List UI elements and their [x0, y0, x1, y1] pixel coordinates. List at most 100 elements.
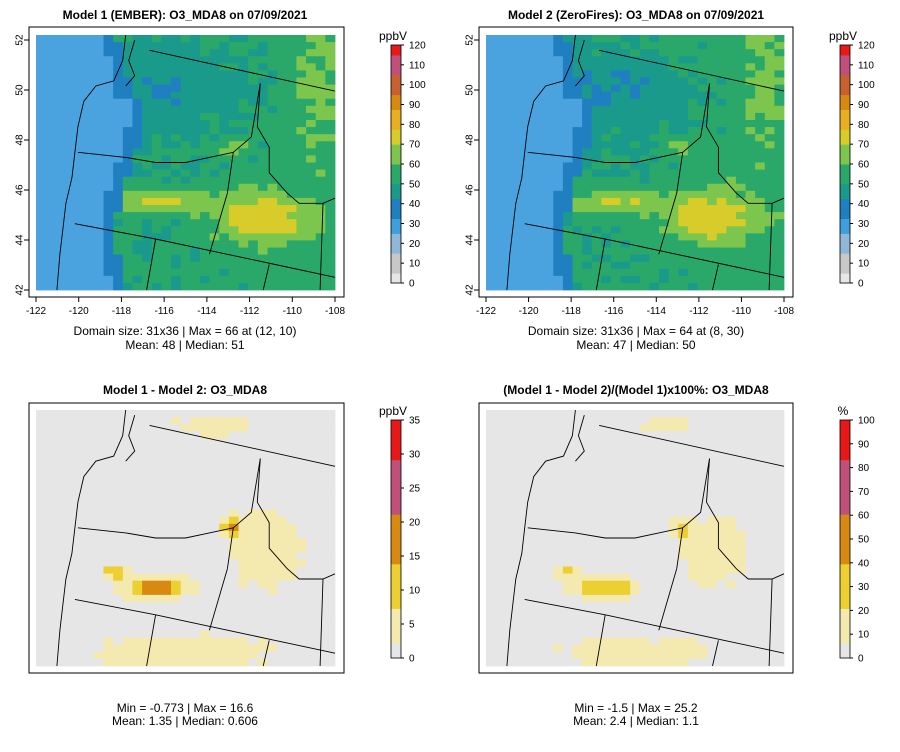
heatmap-cell — [267, 91, 278, 100]
heatmap-cell — [151, 233, 162, 241]
heatmap-cell — [716, 609, 727, 617]
heatmap-cell — [764, 545, 775, 553]
heatmap-cell — [84, 134, 95, 142]
heatmap-cell — [238, 84, 249, 93]
heatmap-cell — [219, 587, 230, 596]
heatmap-cell — [697, 466, 708, 475]
heatmap-cell — [726, 162, 737, 170]
heatmap-cell — [543, 651, 554, 660]
coastline — [506, 409, 576, 667]
heatmap-cell — [601, 474, 612, 482]
heatmap-cell — [74, 509, 85, 518]
heatmap-cell — [610, 176, 621, 185]
heatmap-cell — [514, 197, 525, 206]
heatmap-cell — [610, 212, 621, 220]
heatmap-cell — [296, 594, 307, 603]
heatmap-cell — [151, 70, 162, 78]
heatmap-cell — [238, 56, 249, 64]
heatmap-cell — [774, 431, 785, 439]
colorbar-tick-label: 10 — [409, 586, 421, 597]
heatmap-cell — [219, 176, 230, 185]
heatmap-cell — [113, 658, 124, 667]
heatmap-cell — [707, 609, 718, 617]
heatmap-cell — [180, 466, 191, 475]
heatmap-cell — [543, 35, 554, 43]
heatmap-cell — [45, 523, 56, 532]
heatmap-cell — [45, 438, 56, 446]
heatmap-cell — [553, 424, 564, 432]
heatmap-cell — [267, 495, 278, 503]
heatmap-cell — [716, 205, 727, 213]
heatmap-cell — [64, 219, 75, 227]
heatmap-cell — [64, 134, 75, 142]
heatmap-cell — [534, 545, 545, 553]
heatmap-cell — [755, 183, 766, 192]
heatmap-cell — [248, 644, 259, 653]
heatmap-cell — [716, 552, 727, 560]
heatmap-cell — [601, 658, 612, 667]
heatmap-cell — [132, 481, 143, 489]
heatmap-cell — [257, 169, 268, 178]
colorbar-segment — [391, 489, 401, 495]
colorbar-segment — [840, 444, 850, 451]
heatmap-cell — [55, 502, 66, 510]
heatmap-cell — [534, 438, 545, 446]
heatmap-cell — [562, 466, 573, 475]
heatmap-cell — [726, 481, 737, 489]
heatmap-cell — [74, 176, 85, 185]
heatmap-cell — [562, 424, 573, 432]
heatmap-cell — [514, 438, 525, 446]
heatmap-cell — [306, 98, 317, 107]
heatmap-cell — [296, 169, 307, 178]
heatmap-cell — [190, 49, 201, 57]
heatmap-cell — [562, 190, 573, 199]
heatmap-cell — [486, 644, 497, 653]
heatmap-cell — [257, 538, 268, 546]
heatmap-cell — [716, 481, 727, 489]
heatmap-cell — [678, 573, 689, 582]
heatmap-cell — [716, 424, 727, 432]
heatmap-cell — [267, 474, 278, 482]
heatmap-cell — [74, 651, 85, 660]
heatmap-cell — [716, 84, 727, 93]
heatmap-cell — [103, 488, 114, 496]
heatmap-cell — [774, 609, 785, 617]
heatmap-cell — [649, 587, 660, 596]
heatmap-cell — [543, 254, 554, 263]
x-tick-label: -118 — [562, 306, 582, 317]
heatmap-cell — [687, 134, 698, 142]
heatmap-cell — [142, 538, 153, 546]
heatmap-cell — [84, 84, 95, 93]
heatmap-cell — [591, 545, 602, 553]
heatmap-cell — [180, 523, 191, 532]
heatmap-cell — [219, 637, 230, 646]
heatmap-cell — [84, 474, 95, 482]
colorbar-segment — [840, 203, 850, 210]
heatmap-cell — [745, 148, 756, 156]
heatmap-cell — [755, 98, 766, 107]
heatmap-cell — [735, 205, 746, 213]
heatmap-cell — [716, 580, 727, 589]
heatmap-cell — [84, 445, 95, 454]
heatmap-cell — [678, 70, 689, 78]
heatmap-cell — [774, 602, 785, 610]
heatmap-cell — [505, 509, 516, 518]
heatmap-cell — [238, 176, 249, 185]
heatmap-cell — [122, 183, 133, 192]
heatmap-cell — [553, 254, 564, 263]
heatmap-cell — [716, 190, 727, 199]
heatmap-cell — [659, 212, 670, 220]
heatmap-cell — [103, 56, 114, 64]
heatmap-cell — [716, 623, 727, 631]
heatmap-cell — [113, 134, 124, 142]
colorbar-segment — [391, 504, 401, 510]
heatmap-cell — [199, 616, 211, 624]
heatmap-cell — [716, 282, 727, 291]
canada-border — [149, 49, 336, 92]
heatmap-cell — [755, 282, 766, 291]
heatmap-cell — [514, 120, 525, 128]
heatmap-cell — [534, 70, 545, 78]
heatmap-cell — [582, 545, 593, 553]
colorbar-tick-label: 80 — [858, 463, 870, 474]
heatmap-cell — [325, 623, 336, 631]
